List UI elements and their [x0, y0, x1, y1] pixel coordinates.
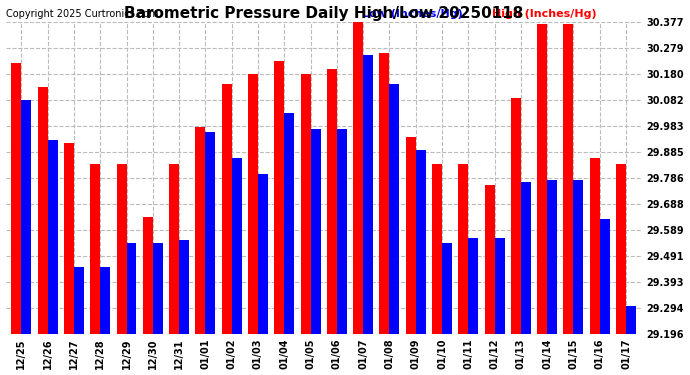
Text: High (Inches/Hg): High (Inches/Hg)	[492, 9, 597, 19]
Bar	[248, 74, 258, 334]
Bar	[21, 100, 31, 334]
Bar	[511, 98, 521, 334]
Bar	[521, 182, 531, 334]
Text: Low (Inches/Hg): Low (Inches/Hg)	[362, 9, 462, 19]
Bar	[143, 217, 152, 334]
Bar	[547, 180, 557, 334]
Bar	[301, 74, 310, 334]
Bar	[221, 84, 232, 334]
Title: Barometric Pressure Daily High/Low 20250118: Barometric Pressure Daily High/Low 20250…	[124, 6, 524, 21]
Bar	[538, 24, 547, 334]
Bar	[310, 129, 321, 334]
Bar	[590, 158, 600, 334]
Bar	[626, 306, 636, 334]
Bar	[100, 267, 110, 334]
Bar	[258, 174, 268, 334]
Bar	[363, 55, 373, 334]
Bar	[206, 132, 215, 334]
Bar	[573, 180, 584, 334]
Bar	[389, 84, 400, 334]
Bar	[564, 24, 573, 334]
Bar	[484, 185, 495, 334]
Bar	[495, 238, 504, 334]
Bar	[442, 243, 452, 334]
Bar	[38, 87, 48, 334]
Bar	[415, 150, 426, 334]
Bar	[195, 127, 206, 334]
Bar	[11, 63, 21, 334]
Bar	[380, 53, 389, 334]
Bar	[169, 164, 179, 334]
Bar	[469, 238, 478, 334]
Bar	[284, 114, 294, 334]
Bar	[458, 164, 469, 334]
Bar	[179, 240, 189, 334]
Bar	[406, 137, 415, 334]
Bar	[327, 69, 337, 334]
Bar	[274, 61, 284, 334]
Bar	[117, 164, 126, 334]
Bar	[232, 158, 241, 334]
Bar	[616, 164, 626, 334]
Bar	[48, 140, 57, 334]
Bar	[126, 243, 137, 334]
Bar	[337, 129, 347, 334]
Bar	[64, 142, 74, 334]
Bar	[432, 164, 442, 334]
Text: Copyright 2025 Curtronics.com: Copyright 2025 Curtronics.com	[6, 9, 158, 19]
Bar	[152, 243, 163, 334]
Bar	[600, 219, 610, 334]
Bar	[74, 267, 84, 334]
Bar	[353, 21, 363, 334]
Bar	[90, 164, 100, 334]
